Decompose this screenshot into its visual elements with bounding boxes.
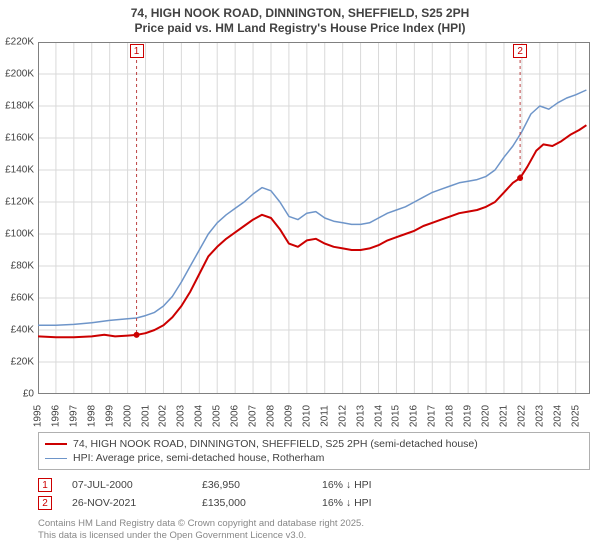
y-tick-label: £140K [5, 165, 34, 176]
y-tick-label: £0 [23, 389, 34, 400]
x-tick-label: 2005 [212, 405, 223, 427]
x-tick-label: 2024 [552, 405, 563, 427]
y-tick-label: £80K [11, 261, 34, 272]
plot-area: 12 [38, 42, 590, 394]
y-tick-label: £180K [5, 101, 34, 112]
x-tick-label: 2006 [230, 405, 241, 427]
chart-svg [38, 42, 590, 394]
x-axis-labels: 1995199619971998199920002001200220032004… [38, 398, 590, 432]
chart-marker: 1 [130, 44, 144, 58]
x-tick-label: 2019 [463, 405, 474, 427]
x-tick-label: 2004 [194, 405, 205, 427]
x-tick-label: 2021 [498, 405, 509, 427]
legend-row: 74, HIGH NOOK ROAD, DINNINGTON, SHEFFIEL… [45, 437, 583, 451]
x-tick-label: 2015 [391, 405, 402, 427]
event-marker-1: 1 [38, 478, 52, 492]
footer-attribution: Contains HM Land Registry data © Crown c… [38, 518, 590, 542]
legend-label-1: 74, HIGH NOOK ROAD, DINNINGTON, SHEFFIEL… [73, 438, 478, 450]
y-tick-label: £20K [11, 357, 34, 368]
chart-title-block: 74, HIGH NOOK ROAD, DINNINGTON, SHEFFIEL… [0, 0, 600, 36]
y-tick-label: £200K [5, 69, 34, 80]
x-tick-label: 2002 [158, 405, 169, 427]
event-delta: 16% ↓ HPI [322, 479, 372, 491]
x-tick-label: 2011 [319, 405, 330, 427]
legend-box: 74, HIGH NOOK ROAD, DINNINGTON, SHEFFIEL… [38, 432, 590, 470]
x-tick-label: 1997 [68, 405, 79, 427]
chart-container: 74, HIGH NOOK ROAD, DINNINGTON, SHEFFIEL… [0, 0, 600, 560]
x-tick-label: 1999 [104, 405, 115, 427]
event-price: £36,950 [202, 479, 302, 491]
x-tick-label: 2008 [265, 405, 276, 427]
x-tick-label: 2007 [248, 405, 259, 427]
y-tick-label: £40K [11, 325, 34, 336]
x-tick-label: 2020 [481, 405, 492, 427]
x-tick-label: 2014 [373, 405, 384, 427]
y-tick-label: £60K [11, 293, 34, 304]
title-line-1: 74, HIGH NOOK ROAD, DINNINGTON, SHEFFIEL… [0, 6, 600, 21]
y-tick-label: £160K [5, 133, 34, 144]
events-table: 1 07-JUL-2000 £36,950 16% ↓ HPI 2 26-NOV… [38, 476, 590, 512]
x-tick-label: 2025 [570, 405, 581, 427]
x-tick-label: 2013 [355, 405, 366, 427]
event-date: 07-JUL-2000 [72, 479, 182, 491]
event-row: 1 07-JUL-2000 £36,950 16% ↓ HPI [38, 476, 590, 494]
x-tick-label: 2018 [445, 405, 456, 427]
x-tick-label: 2023 [534, 405, 545, 427]
x-tick-label: 2001 [140, 405, 151, 427]
y-tick-label: £120K [5, 197, 34, 208]
x-tick-label: 2012 [337, 405, 348, 427]
legend-swatch-1 [45, 443, 67, 445]
x-tick-label: 2016 [409, 405, 420, 427]
x-tick-label: 2003 [176, 405, 187, 427]
chart-marker: 2 [513, 44, 527, 58]
y-tick-label: £220K [5, 37, 34, 48]
bottom-panel: 74, HIGH NOOK ROAD, DINNINGTON, SHEFFIEL… [38, 432, 590, 542]
x-tick-label: 1998 [86, 405, 97, 427]
y-tick-label: £100K [5, 229, 34, 240]
y-axis-labels: £0£20K£40K£60K£80K£100K£120K£140K£160K£1… [0, 42, 36, 394]
legend-label-2: HPI: Average price, semi-detached house,… [73, 452, 324, 464]
event-price: £135,000 [202, 497, 302, 509]
title-line-2: Price paid vs. HM Land Registry's House … [0, 21, 600, 36]
event-row: 2 26-NOV-2021 £135,000 16% ↓ HPI [38, 494, 590, 512]
event-delta: 16% ↓ HPI [322, 497, 372, 509]
event-date: 26-NOV-2021 [72, 497, 182, 509]
x-tick-label: 2022 [516, 405, 527, 427]
x-tick-label: 2010 [301, 405, 312, 427]
legend-row: HPI: Average price, semi-detached house,… [45, 451, 583, 465]
footer-line-1: Contains HM Land Registry data © Crown c… [38, 518, 590, 530]
footer-line-2: This data is licensed under the Open Gov… [38, 530, 590, 542]
legend-swatch-2 [45, 458, 67, 459]
x-tick-label: 1996 [50, 405, 61, 427]
x-tick-label: 2000 [122, 405, 133, 427]
x-tick-label: 2017 [427, 405, 438, 427]
event-marker-2: 2 [38, 496, 52, 510]
x-tick-label: 1995 [33, 405, 44, 427]
x-tick-label: 2009 [283, 405, 294, 427]
